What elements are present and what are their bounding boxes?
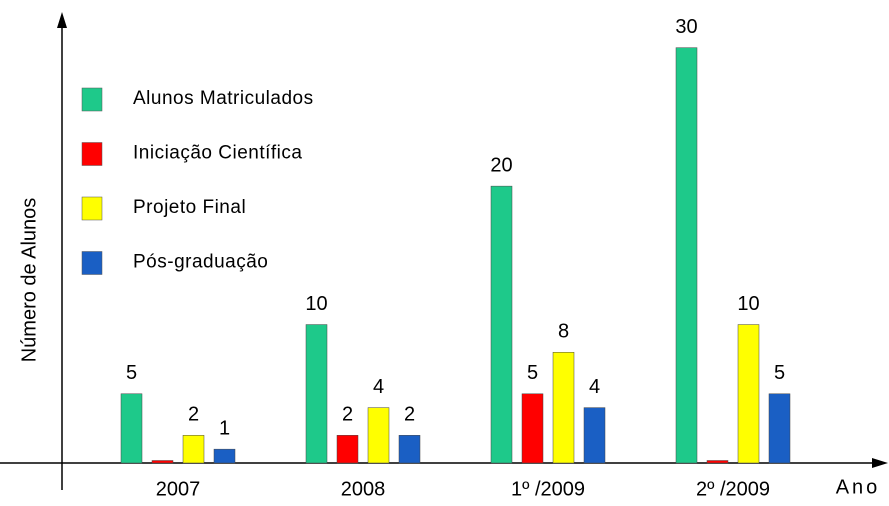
bar — [490, 185, 513, 464]
bar — [120, 393, 143, 464]
value-label: 2 — [404, 404, 415, 426]
legend-swatch — [81, 196, 103, 221]
y-axis-label: Número de Alunos — [18, 198, 40, 363]
bar — [367, 407, 390, 464]
value-label: 8 — [558, 321, 569, 343]
x-tick-label: 2º /2009 — [696, 478, 770, 500]
value-label: 5 — [126, 362, 137, 384]
value-label: 2 — [188, 404, 199, 426]
bar — [675, 47, 698, 464]
value-label: 5 — [527, 362, 538, 384]
legend-label: Iniciação Científica — [133, 143, 302, 164]
bar — [737, 324, 760, 464]
value-label: 10 — [737, 293, 759, 315]
y-axis-arrow — [57, 12, 67, 28]
value-label: 2 — [342, 404, 353, 426]
bar — [305, 324, 328, 464]
value-label: 5 — [774, 362, 785, 384]
value-label: 4 — [373, 376, 384, 398]
legend-label: Projeto Final — [133, 197, 246, 218]
legend-swatch — [81, 251, 103, 275]
x-tick-label: 2008 — [341, 478, 386, 500]
legend-label: Pós-graduação — [133, 252, 268, 273]
x-axis-arrow — [872, 458, 888, 468]
value-label: 1 — [219, 417, 230, 439]
x-tick-label: 2007 — [156, 478, 201, 500]
legend-swatch — [81, 142, 103, 166]
bar — [583, 407, 606, 464]
x-axis-label: Ano — [836, 476, 881, 498]
bar — [151, 460, 174, 464]
bar — [182, 435, 205, 464]
bar — [213, 448, 236, 464]
x-tick-label: 1º /2009 — [511, 478, 585, 500]
bar — [768, 393, 791, 464]
bar — [552, 352, 575, 464]
value-label: 10 — [305, 293, 327, 315]
bar — [521, 393, 544, 464]
bar — [336, 435, 359, 464]
value-label: 30 — [675, 16, 697, 38]
legend-swatch — [81, 87, 103, 112]
value-label: 20 — [490, 154, 512, 176]
legend-label: Alunos Matriculados — [133, 88, 314, 109]
bar — [398, 435, 421, 464]
bar — [706, 460, 729, 464]
value-label: 4 — [589, 376, 600, 398]
